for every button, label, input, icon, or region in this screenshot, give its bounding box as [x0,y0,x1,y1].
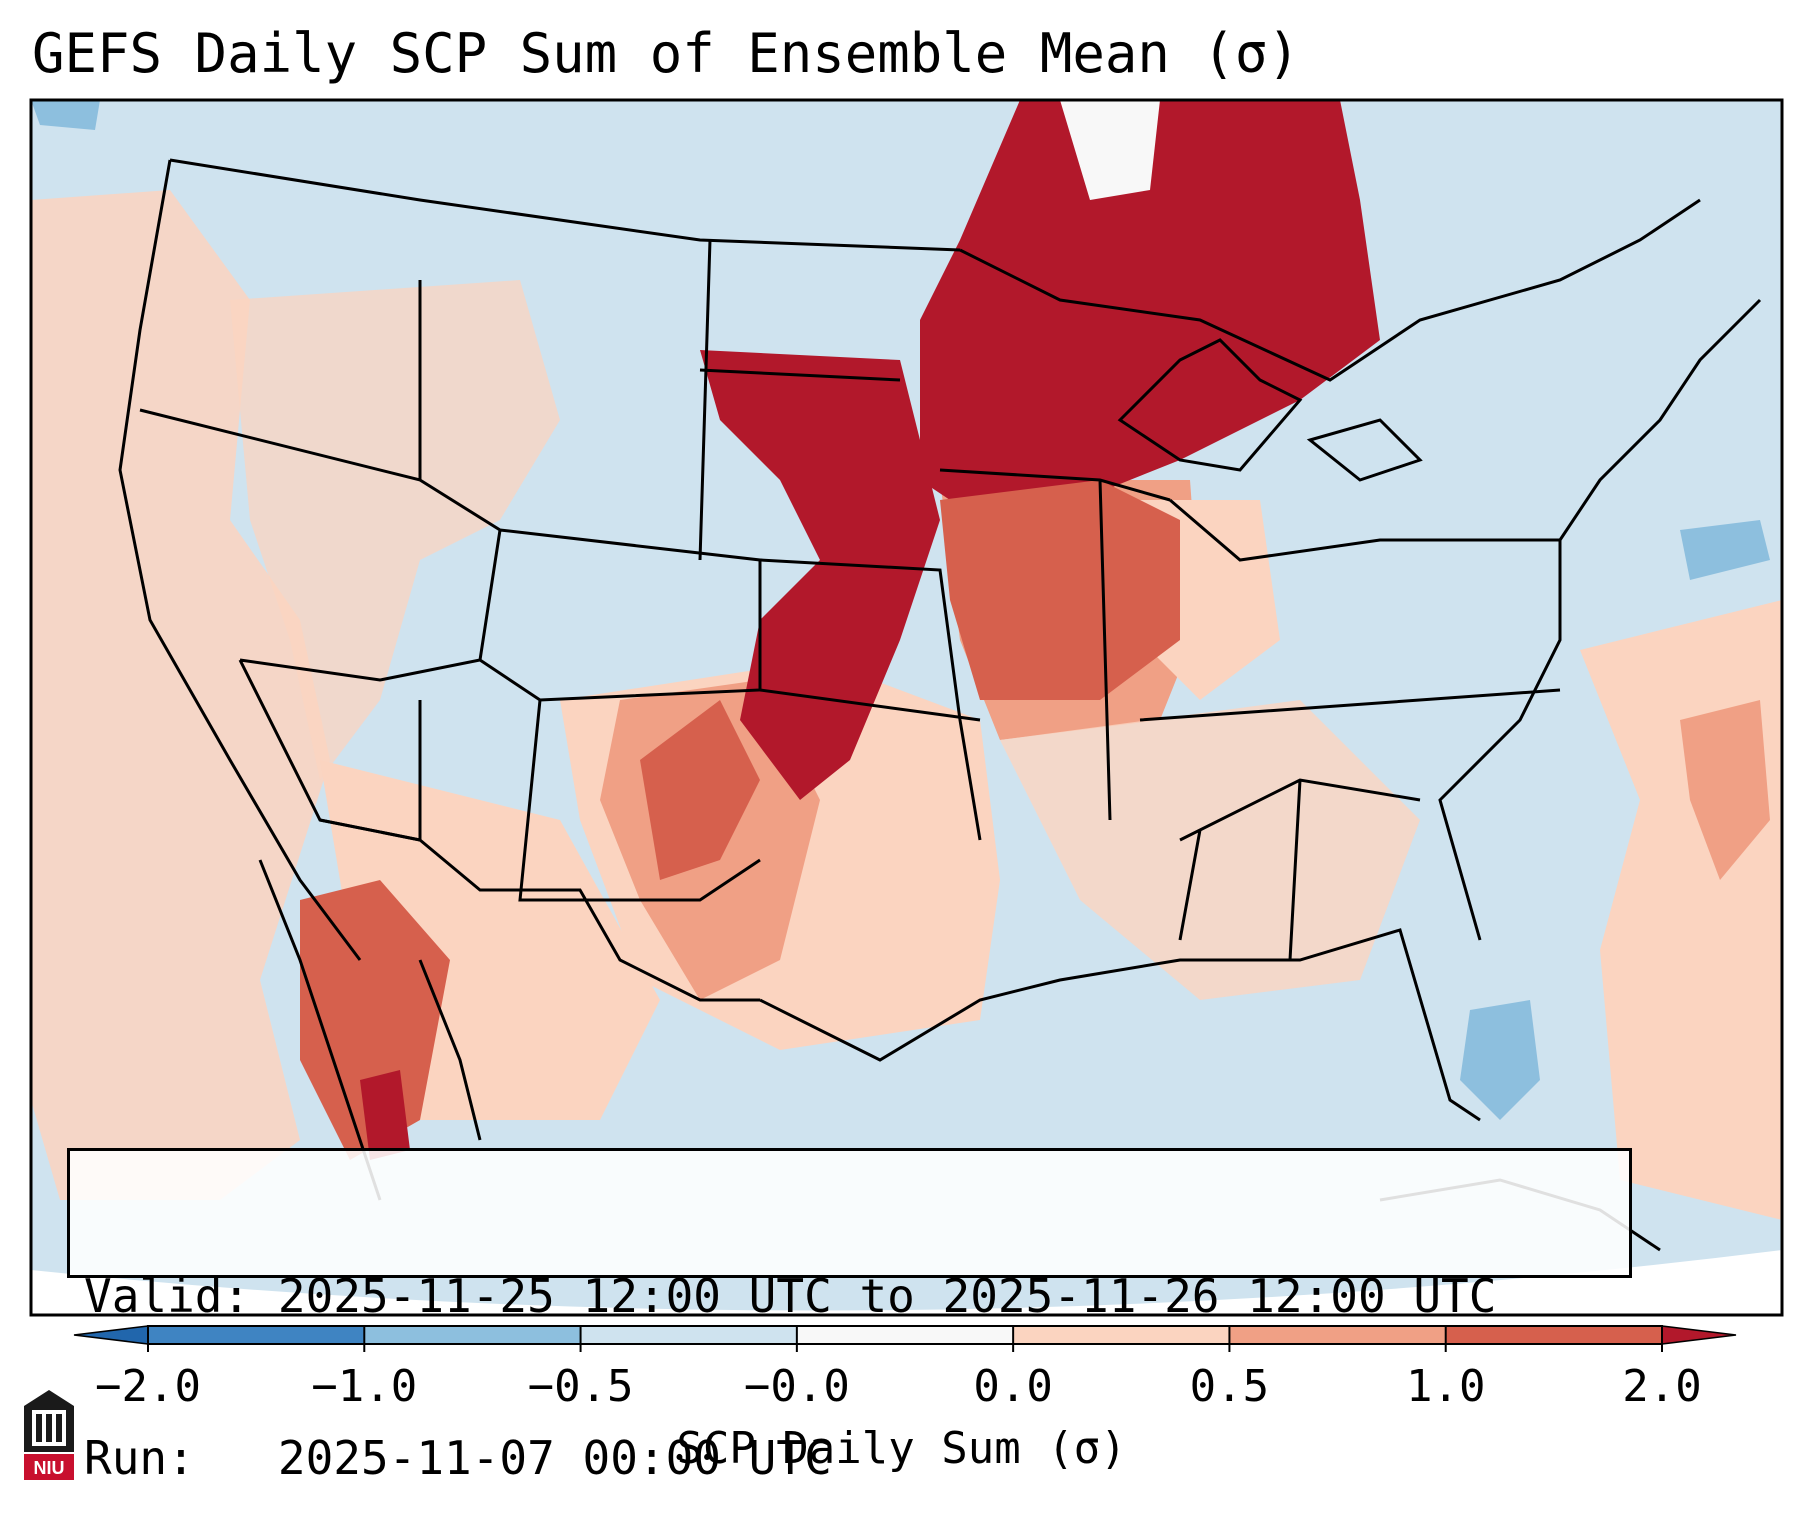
valid-line: Valid: 2025-11-25 12:00 UTC to 2025-11-2… [84,1269,1615,1323]
scp-anomaly-field [31,100,1782,1220]
region-intermountain [230,280,560,780]
colorbar-bin-2 [580,1326,798,1344]
atlantic-coast [1438,298,1762,941]
niu-logo-icon: NIU [24,1390,74,1480]
mexico-border [319,818,760,1002]
valid-label: Valid: [84,1269,251,1323]
region-nw-blue [31,100,100,130]
colorbar-bin-1 [364,1326,582,1344]
valid-value: 2025-11-25 12:00 UTC to 2025-11-26 12:00… [277,1269,1497,1323]
region-southeast [1000,700,1420,1000]
map-border [29,98,1784,1317]
colorbar-label: SCP Daily Sum (σ) [676,1423,1127,1474]
region-iowa-illinois [940,480,1180,700]
colorbar-over-arrow [1661,1325,1737,1345]
colorbar-tick-label-5: 0.5 [1189,1361,1270,1412]
region-texas-red [640,700,760,880]
state-lines-east [939,468,1561,961]
region-upper-midwest-max [920,100,1380,520]
region-west-coast [31,190,330,1200]
state-lines-west [139,280,762,842]
colorbar-tick-label-4: 0.0 [973,1361,1053,1412]
great-lakes-outline [1117,338,1423,482]
colorbar-tick-label-3: −0.0 [743,1361,850,1412]
valid-run-info-box: Valid: 2025-11-25 12:00 UTC to 2025-11-2… [67,1148,1632,1485]
colorbar-tick-label-6: 1.0 [1405,1361,1486,1412]
map-panel [29,98,1784,1352]
colorbar-tick-label-0: −2.0 [95,1361,201,1412]
colorbar-tick-label-1: −1.0 [311,1361,418,1412]
run-value: 2025-11-07 00:00 UTC [277,1431,832,1485]
logo-text: NIU [34,1458,65,1478]
political-boundaries [118,158,1762,1252]
colorbar-tick-label-7: 2.0 [1622,1361,1702,1412]
mexico-coast [258,859,482,1201]
run-label: Run: [84,1431,195,1485]
region-gulf-of-california [300,880,450,1160]
colorbar [73,1325,1737,1352]
region-atlantic-core [1680,700,1770,880]
canada-border [169,158,1701,382]
west-coast-line [118,159,362,961]
state-lines-central [518,239,982,902]
colorbar-bin-6 [1445,1326,1663,1344]
colorbar-bin-0 [148,1326,365,1344]
region-atlantic-blue [1680,520,1770,580]
colorbar-tick-label-2: −0.5 [527,1361,634,1412]
region-gulf-red [360,1070,410,1160]
map-title: GEFS Daily SCP Sum of Ensemble Mean (σ) [32,22,1300,85]
region-canada-white [1060,100,1160,200]
run-line: Run: 2025-11-07 00:00 UTC [84,1431,1615,1485]
colorbar-bin-3 [796,1326,1014,1344]
colorbar-bin-5 [1229,1326,1447,1344]
gulf-coast [759,928,1481,1122]
region-bahamas-east [1460,1000,1540,1120]
colorbar-bin-4 [1013,1326,1230,1344]
projection-edge [31,1250,1782,1315]
